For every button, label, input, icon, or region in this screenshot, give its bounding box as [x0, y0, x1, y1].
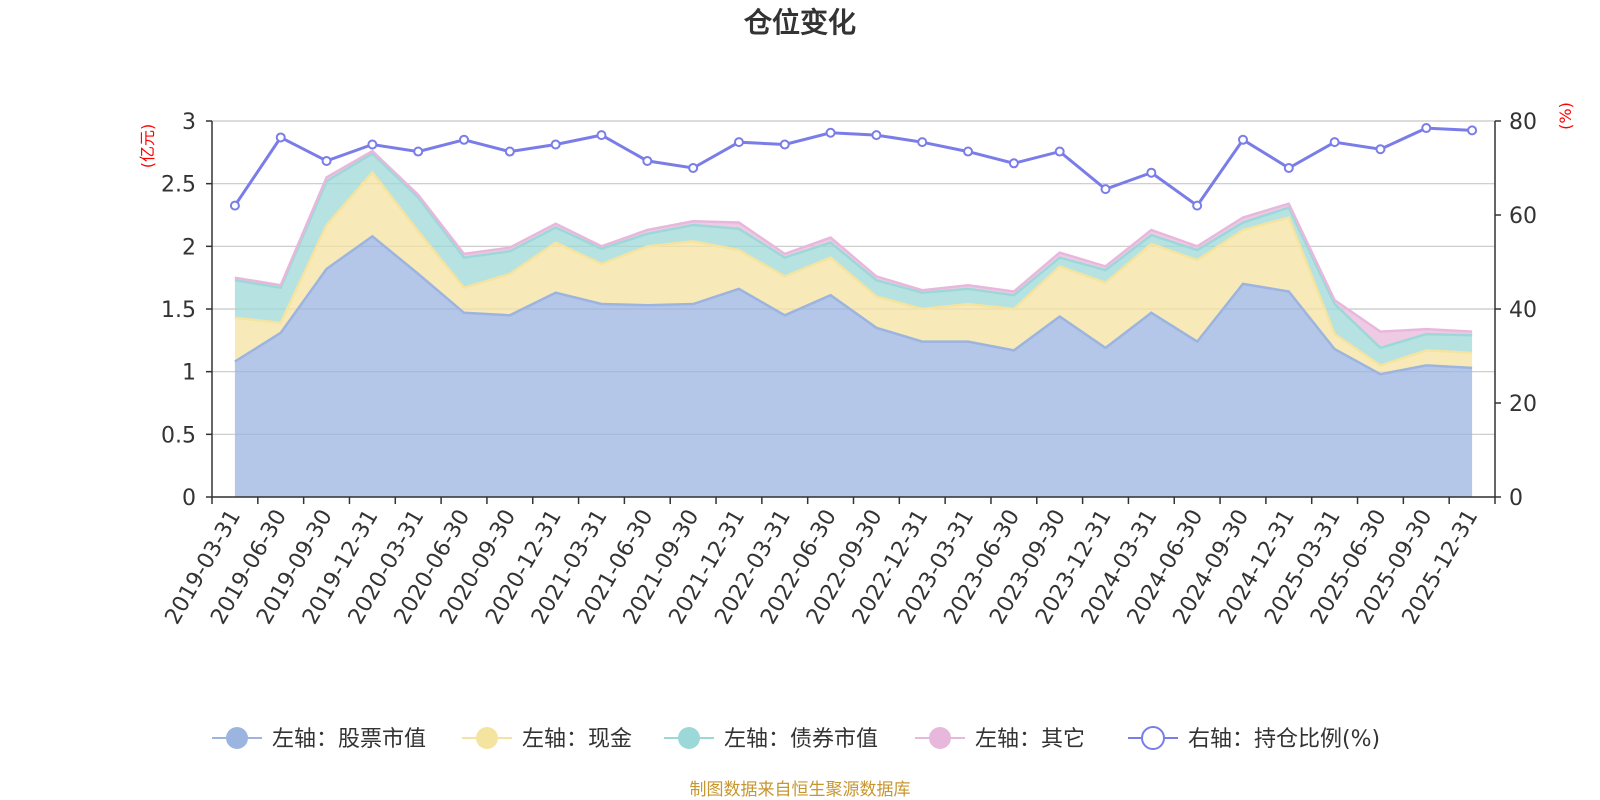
- left-tick-label: 0: [182, 486, 196, 511]
- ratio-line-path: [233, 126, 1473, 208]
- right-tick-label: 40: [1509, 298, 1537, 323]
- ratio-point: [1100, 184, 1111, 195]
- legend-marker: [1141, 726, 1165, 750]
- legend-marker: [476, 727, 498, 749]
- area-edge-2: [234, 152, 1473, 350]
- ratio-point: [1192, 200, 1203, 211]
- left-tick-label: 2.5: [161, 173, 196, 198]
- chart-title: 仓位变化: [744, 6, 856, 39]
- ratio-point: [1375, 144, 1386, 155]
- ratio-point: [642, 155, 653, 166]
- ratio-point: [1283, 163, 1294, 173]
- ratio-point: [504, 146, 515, 157]
- area-edge-3: [234, 149, 1473, 333]
- ratio-point: [275, 132, 286, 143]
- ratio-point: [1467, 125, 1478, 136]
- ratio-point: [1421, 123, 1432, 134]
- legend-marker: [226, 727, 248, 749]
- left-tick-label: 1.5: [161, 298, 196, 323]
- right-tick-label: 20: [1509, 392, 1537, 417]
- right-axis-unit: (%): [1556, 102, 1575, 130]
- stacked-areas: [234, 149, 1473, 498]
- ratio-point: [1008, 158, 1019, 169]
- legend-label: 左轴：现金: [522, 727, 632, 752]
- legend-label: 左轴：其它: [975, 727, 1085, 752]
- ratio-point: [733, 137, 744, 148]
- area-series-2: [234, 153, 1473, 366]
- legend-marker: [929, 727, 951, 749]
- ratio-point: [321, 155, 332, 166]
- ratio-point: [1146, 167, 1157, 178]
- ratio-point: [688, 163, 699, 173]
- ratio-point: [871, 130, 882, 141]
- legend-label: 左轴：债券市值: [724, 727, 878, 752]
- ratio-point: [1054, 146, 1065, 157]
- ratio-point: [550, 139, 561, 150]
- left-tick-label: 0.5: [161, 423, 196, 448]
- right-tick-label: 60: [1509, 204, 1537, 229]
- source-note: 制图数据来自恒生聚源数据库: [690, 780, 911, 800]
- ratio-point: [413, 146, 424, 157]
- left-tick-label: 2: [182, 235, 196, 260]
- legend-marker: [678, 727, 700, 749]
- right-tick-label: 0: [1509, 486, 1523, 511]
- ratio-line: [229, 123, 1478, 211]
- ratio-point: [963, 146, 974, 157]
- ratio-point: [229, 200, 240, 211]
- legend: 左轴：股票市值 左轴：现金 左轴：债券市值 左轴：其它 右轴：持仓比例(%): [212, 726, 1380, 752]
- legend-label: 右轴：持仓比例(%): [1188, 727, 1380, 752]
- area-edge-1: [234, 170, 1473, 367]
- area-series-1: [234, 172, 1473, 375]
- left-axis-unit: (亿元): [138, 124, 157, 169]
- ratio-point: [917, 137, 928, 148]
- ratio-point: [779, 139, 790, 150]
- ratio-point: [596, 130, 607, 141]
- left-tick-label: 1: [182, 361, 196, 386]
- area-series-0: [234, 236, 1473, 498]
- legend-label: 左轴：股票市值: [272, 727, 426, 752]
- area-edge-0: [234, 234, 1473, 376]
- left-tick-label: 3: [182, 110, 196, 135]
- ratio-point: [367, 139, 378, 150]
- ratio-point: [825, 127, 836, 138]
- ratio-point: [1329, 137, 1340, 148]
- right-tick-label: 80: [1509, 110, 1537, 135]
- ratio-point: [459, 134, 470, 145]
- ratio-point: [1237, 134, 1248, 145]
